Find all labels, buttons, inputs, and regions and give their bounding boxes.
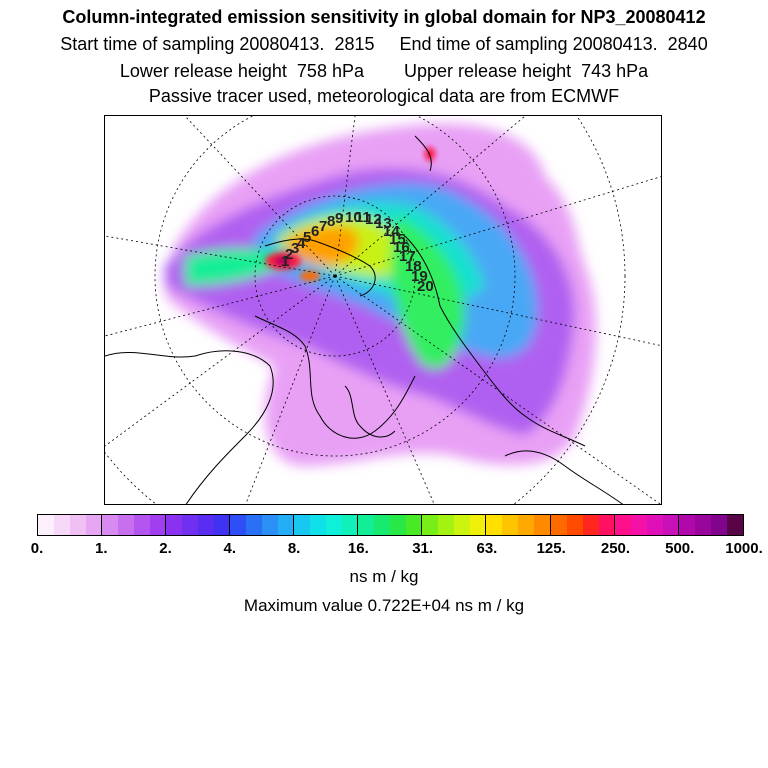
route-label: 2 <box>285 246 293 263</box>
sampling-time-line: Start time of sampling 20080413. 2815 En… <box>60 34 708 54</box>
route-label: 15 <box>389 231 406 248</box>
colorbar-swatch <box>374 515 391 535</box>
colorbar-swatch <box>150 515 167 535</box>
colorbar-swatch <box>102 515 119 535</box>
map-title: Column-integrated emission sensitivity i… <box>62 7 706 27</box>
colorbar-swatch <box>582 515 599 535</box>
tracer-info-line: Passive tracer used, meteorological data… <box>148 86 620 106</box>
route-label: 6 <box>311 223 319 240</box>
colorbar-swatch <box>406 515 423 535</box>
colorbar-swatch <box>70 515 87 535</box>
colorbar-swatch <box>342 515 359 535</box>
colorbar-swatch <box>422 515 439 535</box>
route-label: 12 <box>365 211 382 228</box>
colorbar-swatch <box>294 515 311 535</box>
colorbar-swatch <box>326 515 343 535</box>
route-label: 5 <box>303 229 311 246</box>
colorbar-swatch <box>38 515 55 535</box>
colorbar-swatch <box>54 515 71 535</box>
colorbar-swatch <box>694 515 711 535</box>
colorbar-tick-label: 0. <box>30 540 44 557</box>
sensitivity-map: 1 2 3 4 5 6 7 8 9 10 11 12 13 14 15 16 17 18 19 20 <box>104 115 662 505</box>
colorbar-swatch <box>662 515 679 535</box>
colorbar-swatch <box>630 515 647 535</box>
colorbar-swatch <box>646 515 663 535</box>
colorbar <box>37 514 744 536</box>
colorbar-swatch <box>262 515 279 535</box>
colorbar-swatch <box>470 515 487 535</box>
colorbar-tick-label: 63. <box>476 540 498 557</box>
colorbar-swatch <box>502 515 519 535</box>
route-label: 10 <box>345 209 362 226</box>
maximum-value-text: Maximum value 0.722E+04 ns m / kg <box>243 596 525 615</box>
colorbar-swatch <box>230 515 247 535</box>
colorbar-swatch <box>726 515 743 535</box>
colorbar-swatch <box>534 515 551 535</box>
route-label: 4 <box>297 235 306 252</box>
colorbar-swatch <box>390 515 407 535</box>
release-height-line: Lower release height 758 hPa Upper relea… <box>119 61 649 81</box>
colorbar-swatch <box>134 515 151 535</box>
colorbar-swatch <box>118 515 135 535</box>
colorbar-swatch <box>486 515 503 535</box>
colorbar-swatch <box>518 515 535 535</box>
colorbar-swatch <box>166 515 183 535</box>
colorbar-swatch <box>678 515 695 535</box>
colorbar-tick-label: 16. <box>347 540 369 557</box>
colorbar-swatch <box>182 515 199 535</box>
graticule <box>105 116 661 504</box>
colorbar-unit-label: ns m / kg <box>349 567 419 586</box>
colorbar-tick-label: 1. <box>95 540 108 557</box>
route-label: 19 <box>411 268 428 285</box>
route-label: 17 <box>399 248 416 265</box>
route-label: 13 <box>375 215 392 232</box>
colorbar-tick-label: 31. <box>412 540 434 557</box>
route-label: 18 <box>405 258 422 275</box>
route-label: 7 <box>319 218 327 235</box>
colorbar-tick-label: 8. <box>287 540 301 557</box>
colorbar-swatch <box>358 515 375 535</box>
colorbar-tick-label: 2. <box>159 540 172 557</box>
colorbar-tick-label: 250. <box>600 540 631 557</box>
colorbar-tick-label: 4. <box>223 540 237 557</box>
route-label: 9 <box>335 210 343 227</box>
colorbar-tick-label: 1000. <box>725 540 763 557</box>
colorbar-tick-label: 125. <box>536 540 566 557</box>
colorbar-swatch <box>278 515 295 535</box>
colorbar-swatch <box>614 515 631 535</box>
colorbar-swatch <box>214 515 231 535</box>
coastlines <box>105 135 624 504</box>
colorbar-swatch <box>438 515 455 535</box>
route-label: 20 <box>417 278 434 295</box>
colorbar-tick-label: 500. <box>665 540 695 557</box>
route-label: 14 <box>383 223 400 240</box>
colorbar-swatch <box>550 515 567 535</box>
route-label: 3 <box>291 240 299 257</box>
route-label: 8 <box>327 213 335 230</box>
colorbar-swatch <box>86 515 103 535</box>
route-label: 1 <box>281 253 289 270</box>
colorbar-swatch <box>454 515 471 535</box>
colorbar-swatch <box>598 515 615 535</box>
route-label: 11 <box>355 209 371 226</box>
colorbar-swatch <box>310 515 327 535</box>
route-label: 16 <box>393 239 410 256</box>
sensitivity-field <box>165 123 596 466</box>
colorbar-swatch <box>710 515 727 535</box>
colorbar-swatch <box>566 515 583 535</box>
colorbar-swatch <box>246 515 263 535</box>
colorbar-swatch <box>198 515 215 535</box>
